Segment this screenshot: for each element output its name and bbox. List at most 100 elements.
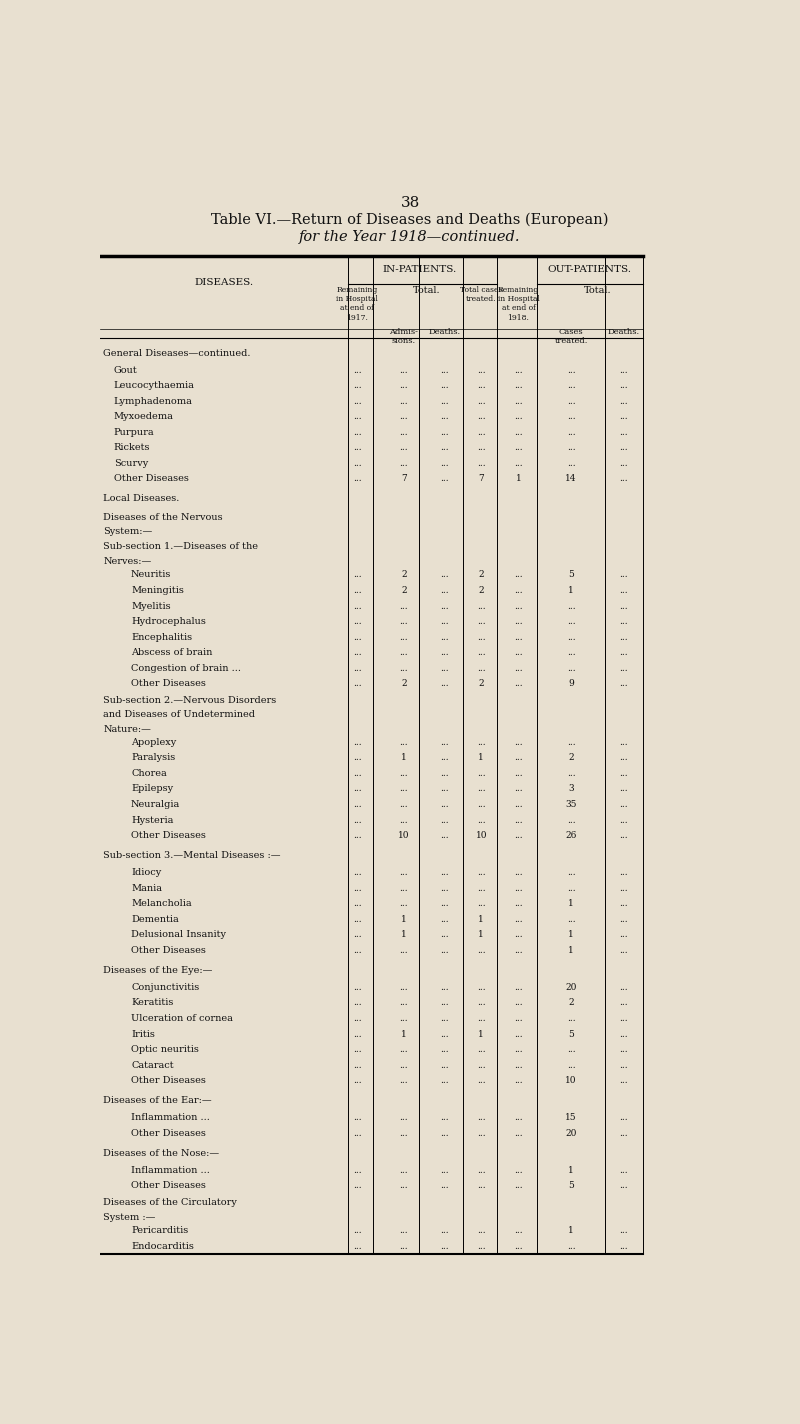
Text: ...: ... [477,632,486,642]
Text: ...: ... [440,1014,449,1022]
Text: ...: ... [514,816,523,824]
Text: Leucocythaemia: Leucocythaemia [114,382,194,390]
Text: Delusional Insanity: Delusional Insanity [131,930,226,940]
Text: ...: ... [619,738,628,748]
Text: Epilepsy: Epilepsy [131,785,173,793]
Text: ...: ... [440,1114,449,1122]
Text: ...: ... [399,946,408,954]
Text: ...: ... [477,459,486,468]
Text: ...: ... [514,571,523,580]
Text: ...: ... [399,899,408,909]
Text: ...: ... [399,1114,408,1122]
Text: 14: 14 [566,474,577,483]
Text: ...: ... [514,587,523,595]
Text: 2: 2 [478,571,484,580]
Text: 1: 1 [568,899,574,909]
Text: ...: ... [619,983,628,993]
Text: ...: ... [477,1242,486,1250]
Text: 5: 5 [568,1030,574,1038]
Text: ...: ... [477,1182,486,1190]
Text: ...: ... [440,946,449,954]
Text: ...: ... [399,983,408,993]
Text: Endocarditis: Endocarditis [131,1242,194,1250]
Text: ...: ... [477,648,486,656]
Text: ...: ... [353,413,362,422]
Text: ...: ... [477,884,486,893]
Text: ...: ... [399,427,408,437]
Text: 20: 20 [566,983,577,993]
Text: ...: ... [619,930,628,940]
Text: ...: ... [514,832,523,840]
Text: ...: ... [514,459,523,468]
Text: ...: ... [440,800,449,809]
Text: 10: 10 [398,832,410,840]
Text: ...: ... [567,738,575,748]
Text: Other Diseases: Other Diseases [131,679,206,688]
Text: ...: ... [353,1114,362,1122]
Text: ...: ... [440,1077,449,1085]
Text: 2: 2 [401,679,406,688]
Text: ...: ... [567,632,575,642]
Text: Remaining
in Hospital
at end of
1917.: Remaining in Hospital at end of 1917. [336,286,378,322]
Text: ...: ... [567,443,575,453]
Text: ...: ... [353,769,362,778]
Text: Other Diseases: Other Diseases [131,1182,206,1190]
Text: Total cases
treated.: Total cases treated. [460,286,502,303]
Text: 1: 1 [568,1226,574,1236]
Text: ...: ... [440,1045,449,1054]
Text: DISEASES.: DISEASES. [194,278,254,288]
Text: ...: ... [567,769,575,778]
Text: ...: ... [440,930,449,940]
Text: 1: 1 [568,946,574,954]
Text: ...: ... [440,632,449,642]
Text: Diseases of the Nervous: Diseases of the Nervous [103,513,222,521]
Text: ...: ... [399,1166,408,1175]
Text: ...: ... [619,443,628,453]
Text: ...: ... [353,753,362,762]
Text: ...: ... [477,738,486,748]
Text: ...: ... [619,914,628,924]
Text: Gout: Gout [114,366,138,375]
Text: ...: ... [353,1077,362,1085]
Text: ...: ... [477,664,486,672]
Text: for the Year 1918—continued.: for the Year 1918—continued. [299,231,521,244]
Text: 1: 1 [568,930,574,940]
Text: ...: ... [514,1045,523,1054]
Text: Total.: Total. [584,286,611,295]
Text: ...: ... [353,1129,362,1138]
Text: ...: ... [440,884,449,893]
Text: ...: ... [477,1077,486,1085]
Text: ...: ... [440,998,449,1008]
Text: ...: ... [399,397,408,406]
Text: Apoplexy: Apoplexy [131,738,176,748]
Text: ...: ... [440,753,449,762]
Text: ...: ... [399,443,408,453]
Text: Diseases of the Ear:—: Diseases of the Ear:— [103,1096,212,1105]
Text: ...: ... [353,1182,362,1190]
Text: ...: ... [619,769,628,778]
Text: ...: ... [514,1014,523,1022]
Text: Rickets: Rickets [114,443,150,453]
Text: ...: ... [353,1014,362,1022]
Text: Encephalitis: Encephalitis [131,632,192,642]
Text: ...: ... [514,1182,523,1190]
Text: ...: ... [353,587,362,595]
Text: ...: ... [477,1129,486,1138]
Text: Table VI.—Return of Diseases and Deaths (European): Table VI.—Return of Diseases and Deaths … [211,212,609,226]
Text: ...: ... [514,1077,523,1085]
Text: ...: ... [399,1061,408,1069]
Text: ...: ... [619,1166,628,1175]
Text: ...: ... [567,869,575,877]
Text: ...: ... [619,366,628,375]
Text: 35: 35 [566,800,577,809]
Text: ...: ... [477,366,486,375]
Text: ...: ... [440,474,449,483]
Text: Meningitis: Meningitis [131,587,184,595]
Text: 15: 15 [566,1114,577,1122]
Text: Admis-
sions.: Admis- sions. [390,328,418,345]
Text: ...: ... [514,397,523,406]
Text: ...: ... [619,1077,628,1085]
Text: ...: ... [514,443,523,453]
Text: Myelitis: Myelitis [131,601,170,611]
Text: ...: ... [619,816,628,824]
